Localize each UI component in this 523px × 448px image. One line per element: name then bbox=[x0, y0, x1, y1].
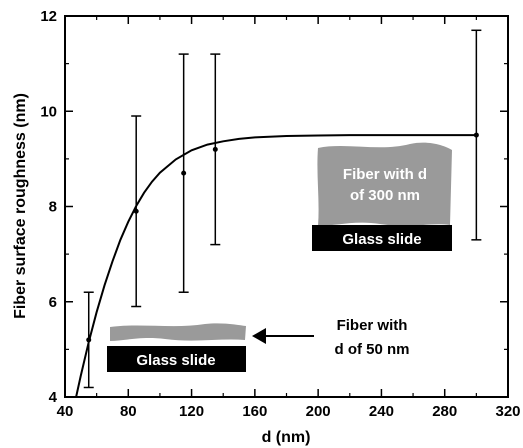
y-axis-title: Fiber surface roughness (nm) bbox=[12, 93, 29, 319]
x-tick-label: 280 bbox=[432, 403, 457, 420]
y-tick-label: 8 bbox=[49, 199, 57, 216]
fit-curve bbox=[75, 134, 477, 398]
data-points bbox=[86, 132, 479, 343]
glass-slide-right bbox=[312, 225, 452, 251]
x-tick-label: 200 bbox=[306, 403, 331, 420]
x-tick-label: 120 bbox=[179, 403, 204, 420]
glass-slide-left-label: Glass slide bbox=[136, 352, 215, 369]
data-point bbox=[86, 337, 92, 343]
y-tick-label: 12 bbox=[40, 8, 57, 25]
x-tick-label: 320 bbox=[495, 403, 520, 420]
y-tick-label: 10 bbox=[40, 103, 57, 120]
data-point bbox=[181, 170, 187, 176]
y-tick-label: 6 bbox=[49, 294, 57, 311]
data-point bbox=[473, 132, 479, 138]
tick-labels: 40 80 120 160 200 240 280 320 4 6 8 10 12 bbox=[40, 8, 520, 420]
x-tick-label: 160 bbox=[242, 403, 267, 420]
thick-fiber-shape bbox=[317, 142, 452, 226]
x-tick-label: 80 bbox=[120, 403, 137, 420]
data-point bbox=[133, 208, 139, 214]
thin-fiber-label-line2: d of 50 nm bbox=[334, 341, 409, 358]
x-axis-title: d (nm) bbox=[262, 429, 311, 446]
data-point bbox=[212, 146, 218, 152]
thin-fiber-label-line1: Fiber with bbox=[337, 317, 408, 334]
thin-fiber-shape bbox=[110, 323, 246, 341]
y-tick-label: 4 bbox=[49, 389, 58, 406]
glass-slide-left bbox=[107, 346, 246, 372]
glass-slide-right-label: Glass slide bbox=[342, 231, 421, 248]
x-tick-label: 240 bbox=[369, 403, 394, 420]
x-tick-label: 40 bbox=[57, 403, 74, 420]
arrow-head bbox=[252, 328, 266, 344]
thick-fiber-label-line2: of 300 nm bbox=[350, 187, 420, 204]
axis-ticks bbox=[64, 15, 509, 398]
thick-fiber-label-line1: Fiber with d bbox=[343, 166, 427, 183]
